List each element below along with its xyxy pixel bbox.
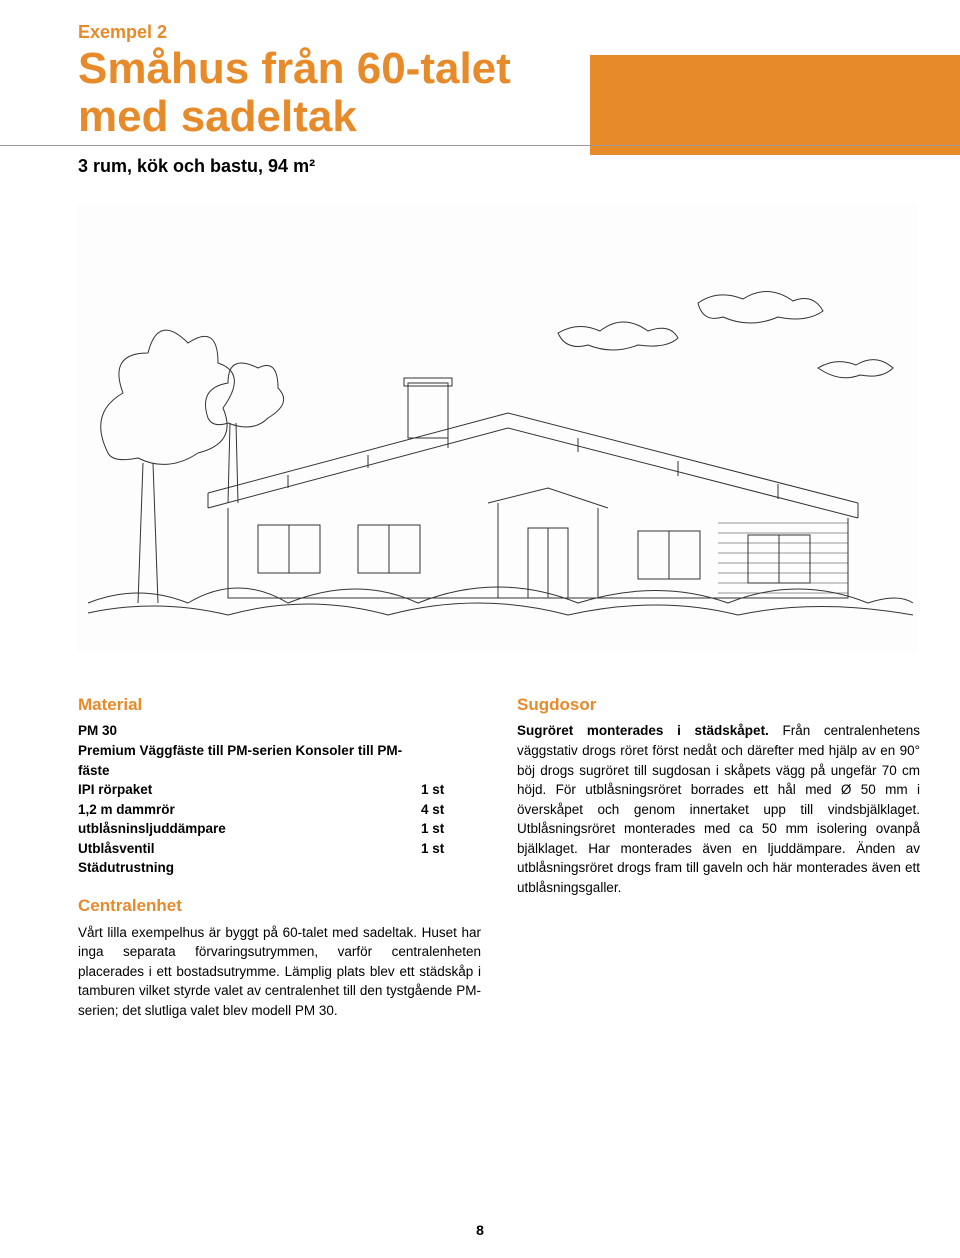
material-row: Städutrustning [78,858,481,878]
material-qty [421,858,481,878]
material-label: PM 30 [78,721,421,741]
title-line-1: Småhus från 60-talet [78,44,511,93]
sugdosor-heading: Sugdosor [517,693,920,718]
house-drawing-svg [78,203,918,653]
material-qty [421,741,481,780]
centralenhet-heading: Centralenhet [78,894,481,919]
title-line-2: med sadeltak [78,92,357,141]
page-title: Småhus från 60-talet med sadeltak [78,45,535,142]
material-label: Premium Väggfäste till PM-serien Konsole… [78,741,421,780]
subtitle: 3 rum, kök och bastu, 94 m² [78,156,920,177]
centralenhet-text: Vårt lilla exempelhus är byggt på 60-tal… [78,923,481,1021]
material-list: PM 30 Premium Väggfäste till PM-serien K… [78,721,481,878]
orange-accent-bar [590,55,960,155]
sugdosor-text: Sugröret monterades i städskåpet. Från c… [517,721,920,897]
right-column: Sugdosor Sugröret monterades i städskåpe… [517,693,920,1021]
left-column: Material PM 30 Premium Väggfäste till PM… [78,693,481,1021]
title-block: Småhus från 60-talet med sadeltak [78,45,920,146]
material-row: 1,2 m dammrör 4 st [78,800,481,820]
material-row: Utblåsventil 1 st [78,839,481,859]
material-label: utblåsninsljuddämpare [78,819,421,839]
sugdosor-lead: Sugröret monterades i städskåpet. [517,723,769,738]
material-row: PM 30 [78,721,481,741]
material-label: Utblåsventil [78,839,421,859]
title-underline [0,145,960,146]
material-qty [421,721,481,741]
material-label: Städutrustning [78,858,421,878]
material-label: IPI rörpaket [78,780,421,800]
material-heading: Material [78,693,481,718]
page-number: 8 [0,1222,960,1238]
material-row: utblåsninsljuddämpare 1 st [78,819,481,839]
material-row: IPI rörpaket 1 st [78,780,481,800]
material-label: 1,2 m dammrör [78,800,421,820]
house-illustration [78,203,918,653]
material-qty: 1 st [421,780,481,800]
material-row: Premium Väggfäste till PM-serien Konsole… [78,741,481,780]
body-columns: Material PM 30 Premium Väggfäste till PM… [78,693,920,1021]
sugdosor-body: Från centralenhetens väggstativ drogs rö… [517,723,920,895]
material-qty: 1 st [421,839,481,859]
material-qty: 1 st [421,819,481,839]
example-label: Exempel 2 [78,22,920,43]
material-qty: 4 st [421,800,481,820]
